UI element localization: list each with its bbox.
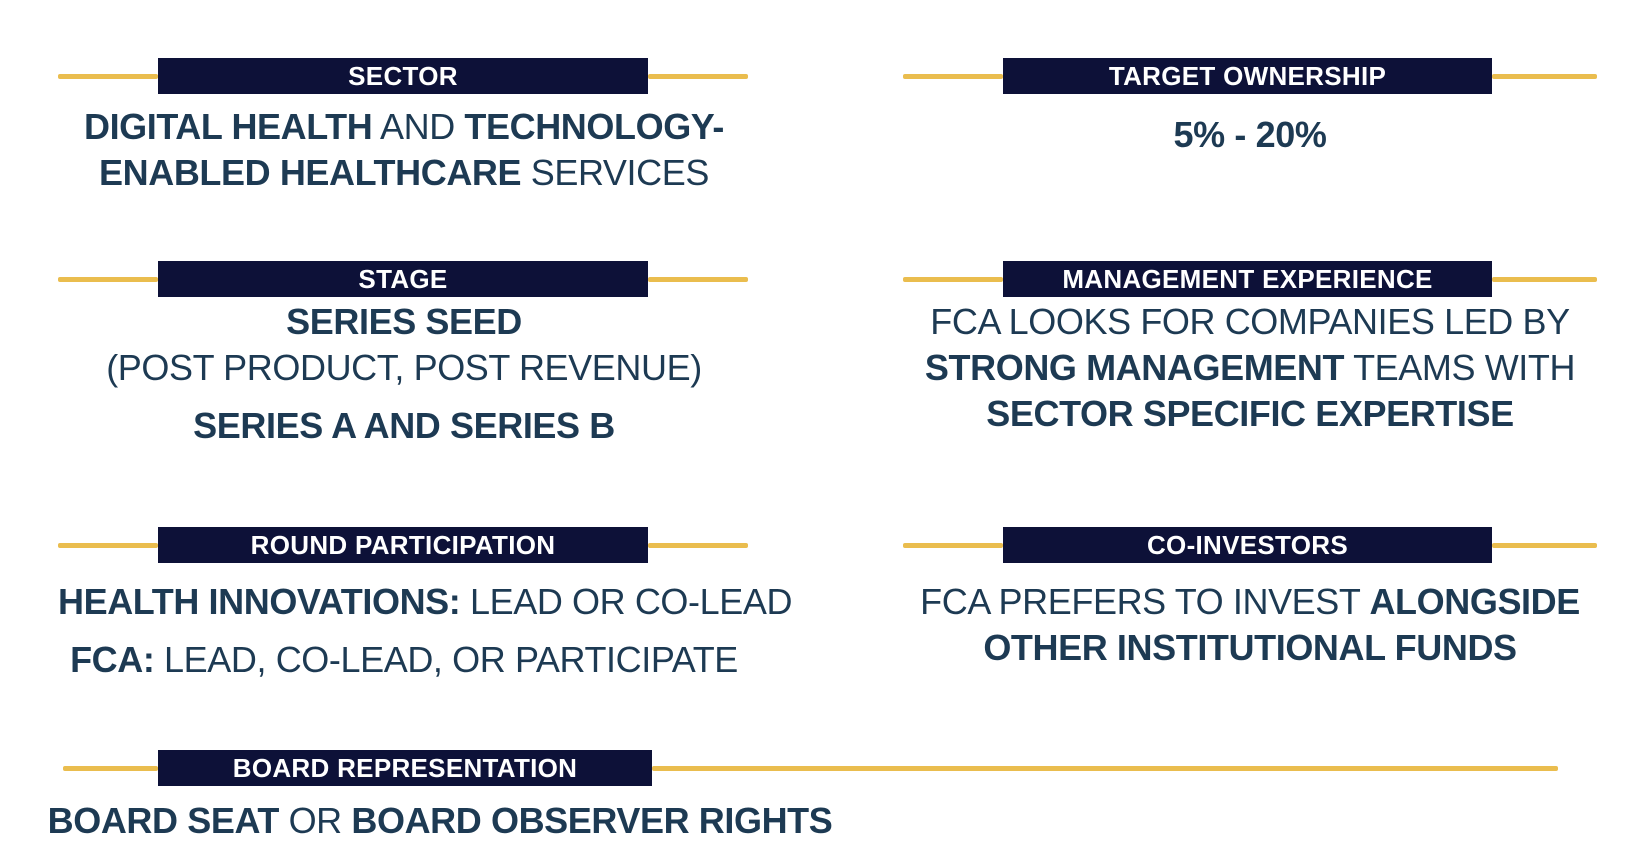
accent-line-left: [903, 73, 1003, 79]
body-text-line: STRONG MANAGEMENT TEAMS WITH: [903, 345, 1597, 391]
section-board-representation-header-label: BOARD REPRESENTATION: [232, 753, 578, 783]
text-segment: DIGITAL HEALTH: [83, 106, 373, 147]
section-target-ownership-header-bar: TARGET OWNERSHIP: [1003, 58, 1492, 94]
accent-line-right: [652, 765, 1558, 771]
accent-line-right: [1492, 73, 1597, 79]
accent-line-left: [63, 765, 158, 771]
section-stage-header-row: STAGE: [58, 261, 750, 297]
section-round-participation: ROUND PARTICIPATION HEALTH INNOVATIONS: …: [58, 527, 792, 683]
accent-line-left: [903, 542, 1003, 548]
text-segment: STRONG MANAGEMENT: [924, 347, 1345, 388]
section-management-experience-header-bar: MANAGEMENT EXPERIENCE: [1003, 261, 1492, 297]
text-segment: (POST PRODUCT, POST REVENUE): [106, 347, 702, 388]
section-target-ownership: TARGET OWNERSHIP 5% - 20%: [903, 58, 1597, 158]
text-segment: BOARD OBSERVER RIGHTS: [351, 800, 833, 841]
text-segment: ALONGSIDE: [1369, 581, 1580, 622]
accent-line-left: [58, 276, 158, 282]
section-board-representation-body: BOARD SEAT OR BOARD OBSERVER RIGHTS: [0, 798, 880, 844]
body-text-line: ENABLED HEALTHCARE SERVICES: [58, 150, 750, 196]
text-segment: HEALTH INNOVATIONS:: [58, 581, 461, 622]
section-sector-body: DIGITAL HEALTH AND TECHNOLOGY- ENABLED HE…: [58, 104, 750, 196]
text-segment: SERVICES: [521, 152, 710, 193]
text-segment: SECTOR SPECIFIC EXPERTISE: [986, 393, 1514, 434]
accent-line-right: [648, 73, 748, 79]
text-segment: TECHNOLOGY-: [464, 106, 725, 147]
section-sector-header-row: SECTOR: [58, 58, 750, 94]
section-stage-header-label: STAGE: [358, 264, 448, 294]
body-text-line: SECTOR SPECIFIC EXPERTISE: [903, 391, 1597, 437]
section-co-investors-header-row: CO-INVESTORS: [903, 527, 1597, 563]
section-board-representation-header-row: BOARD REPRESENTATION: [63, 750, 1642, 786]
text-segment: 5% - 20%: [1173, 114, 1327, 155]
text-segment: LEAD OR CO-LEAD: [460, 581, 793, 622]
accent-line-right: [1492, 542, 1597, 548]
accent-line-right: [648, 542, 748, 548]
section-co-investors-header-label: CO-INVESTORS: [1146, 530, 1349, 560]
text-segment: TEAMS WITH: [1344, 347, 1576, 388]
text-segment: SERIES SEED: [286, 301, 522, 342]
text-segment: OTHER INSTITUTIONAL FUNDS: [983, 627, 1517, 668]
section-round-participation-header-label: ROUND PARTICIPATION: [250, 530, 556, 560]
text-segment: FCA PREFERS TO INVEST: [920, 581, 1370, 622]
text-segment: ENABLED HEALTHCARE: [99, 152, 522, 193]
accent-line-left: [58, 542, 158, 548]
section-co-investors: CO-INVESTORS FCA PREFERS TO INVEST ALONG…: [903, 527, 1597, 671]
body-text-line: HEALTH INNOVATIONS: LEAD OR CO-LEAD: [58, 579, 792, 625]
body-text-line: FCA PREFERS TO INVEST ALONGSIDE: [903, 579, 1597, 625]
text-segment: FCA:: [70, 639, 155, 680]
text-segment: LEAD, CO-LEAD, OR PARTICIPATE: [154, 639, 738, 680]
section-management-experience-header-row: MANAGEMENT EXPERIENCE: [903, 261, 1597, 297]
section-management-experience-body: FCA LOOKS FOR COMPANIES LED BY STRONG MAN…: [903, 299, 1597, 437]
text-segment: BOARD SEAT: [47, 800, 280, 841]
section-co-investors-body: FCA PREFERS TO INVEST ALONGSIDE OTHER INS…: [903, 579, 1597, 671]
section-target-ownership-body: 5% - 20%: [903, 112, 1597, 158]
text-segment: FCA LOOKS FOR COMPANIES LED BY: [930, 301, 1570, 342]
section-round-participation-header-row: ROUND PARTICIPATION: [58, 527, 750, 563]
body-text-line: (POST PRODUCT, POST REVENUE): [58, 345, 750, 391]
section-stage-header-bar: STAGE: [158, 261, 648, 297]
section-sector-header-label: SECTOR: [348, 61, 458, 91]
section-sector: SECTOR DIGITAL HEALTH AND TECHNOLOGY- ENA…: [58, 58, 750, 196]
accent-line-left: [58, 73, 158, 79]
accent-line-right: [648, 276, 748, 282]
section-round-participation-body: HEALTH INNOVATIONS: LEAD OR CO-LEAD FCA: …: [58, 579, 792, 683]
section-management-experience: MANAGEMENT EXPERIENCE FCA LOOKS FOR COMP…: [903, 261, 1597, 437]
section-target-ownership-header-label: TARGET OWNERSHIP: [1108, 61, 1387, 91]
section-co-investors-header-bar: CO-INVESTORS: [1003, 527, 1492, 563]
body-text-line: SERIES SEED: [58, 299, 750, 345]
body-text-line: FCA: LEAD, CO-LEAD, OR PARTICIPATE: [58, 637, 750, 683]
accent-line-left: [903, 276, 1003, 282]
body-text-line: BOARD SEAT OR BOARD OBSERVER RIGHTS: [0, 798, 880, 844]
body-text-line: DIGITAL HEALTH AND TECHNOLOGY-: [58, 104, 750, 150]
body-text-line: FCA LOOKS FOR COMPANIES LED BY: [903, 299, 1597, 345]
section-stage-body: SERIES SEED (POST PRODUCT, POST REVENUE) S…: [58, 299, 750, 449]
section-target-ownership-header-row: TARGET OWNERSHIP: [903, 58, 1597, 94]
text-segment: OR: [278, 800, 352, 841]
body-text-line: OTHER INSTITUTIONAL FUNDS: [903, 625, 1597, 671]
text-segment: SERIES A AND SERIES B: [193, 405, 615, 446]
text-segment: AND: [372, 106, 465, 147]
section-sector-header-bar: SECTOR: [158, 58, 648, 94]
section-stage: STAGE SERIES SEED (POST PRODUCT, POST REV…: [58, 261, 750, 449]
section-board-representation: BOARD REPRESENTATION BOARD SEAT OR BOARD…: [0, 750, 1642, 844]
section-board-representation-header-bar: BOARD REPRESENTATION: [158, 750, 652, 786]
body-text-line: SERIES A AND SERIES B: [58, 403, 750, 449]
section-management-experience-header-label: MANAGEMENT EXPERIENCE: [1062, 264, 1433, 294]
body-text-line: 5% - 20%: [903, 112, 1597, 158]
accent-line-right: [1492, 276, 1597, 282]
section-round-participation-header-bar: ROUND PARTICIPATION: [158, 527, 648, 563]
